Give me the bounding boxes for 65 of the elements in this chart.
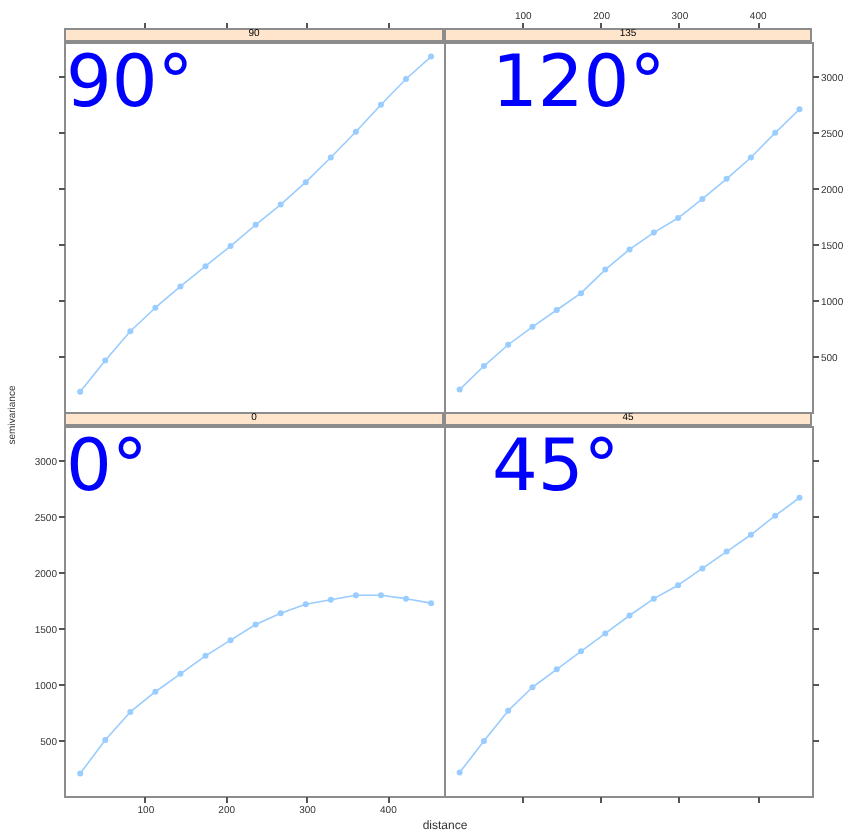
line-series bbox=[456, 106, 803, 393]
point bbox=[505, 707, 512, 714]
point bbox=[650, 595, 657, 602]
point bbox=[302, 601, 309, 608]
point bbox=[152, 688, 159, 695]
point bbox=[202, 263, 209, 270]
point bbox=[227, 243, 234, 250]
point bbox=[152, 304, 159, 311]
point bbox=[377, 592, 384, 599]
point bbox=[127, 328, 134, 335]
point bbox=[77, 770, 84, 777]
point bbox=[747, 531, 754, 538]
point bbox=[277, 201, 284, 208]
point bbox=[177, 670, 184, 677]
point bbox=[529, 323, 536, 330]
point bbox=[529, 684, 536, 691]
point bbox=[456, 769, 463, 776]
point bbox=[277, 610, 284, 617]
point bbox=[177, 283, 184, 290]
point bbox=[202, 652, 209, 659]
point bbox=[227, 637, 234, 644]
point bbox=[327, 154, 334, 161]
point bbox=[553, 306, 560, 313]
point bbox=[102, 736, 109, 743]
point bbox=[403, 76, 409, 82]
point bbox=[772, 512, 779, 519]
point bbox=[796, 494, 803, 501]
point bbox=[77, 388, 84, 395]
point bbox=[252, 221, 259, 228]
point bbox=[772, 129, 779, 136]
point bbox=[327, 596, 334, 603]
point bbox=[102, 357, 109, 364]
point bbox=[428, 600, 435, 607]
point bbox=[578, 648, 585, 655]
point bbox=[403, 595, 409, 602]
point bbox=[456, 386, 463, 393]
point bbox=[352, 592, 359, 599]
point bbox=[602, 630, 609, 637]
point bbox=[505, 341, 512, 348]
point bbox=[626, 246, 633, 253]
point bbox=[352, 128, 359, 135]
point bbox=[302, 179, 309, 186]
point bbox=[602, 266, 609, 273]
point bbox=[699, 565, 706, 572]
point bbox=[127, 708, 134, 715]
point bbox=[699, 195, 706, 202]
point bbox=[650, 229, 657, 236]
point bbox=[675, 215, 682, 222]
point bbox=[723, 175, 730, 182]
annotation: 45° bbox=[492, 426, 620, 508]
point bbox=[796, 106, 803, 113]
point bbox=[723, 548, 730, 555]
point bbox=[553, 666, 560, 673]
point bbox=[675, 582, 682, 589]
point bbox=[578, 290, 585, 297]
point bbox=[480, 738, 487, 745]
point bbox=[377, 101, 384, 108]
annotation: 120° bbox=[492, 42, 666, 124]
point bbox=[480, 363, 487, 370]
annotation: 0° bbox=[66, 426, 148, 508]
point bbox=[252, 621, 259, 628]
annotation: 90° bbox=[66, 42, 194, 124]
point bbox=[626, 612, 633, 619]
point bbox=[747, 154, 754, 161]
point bbox=[428, 53, 435, 60]
